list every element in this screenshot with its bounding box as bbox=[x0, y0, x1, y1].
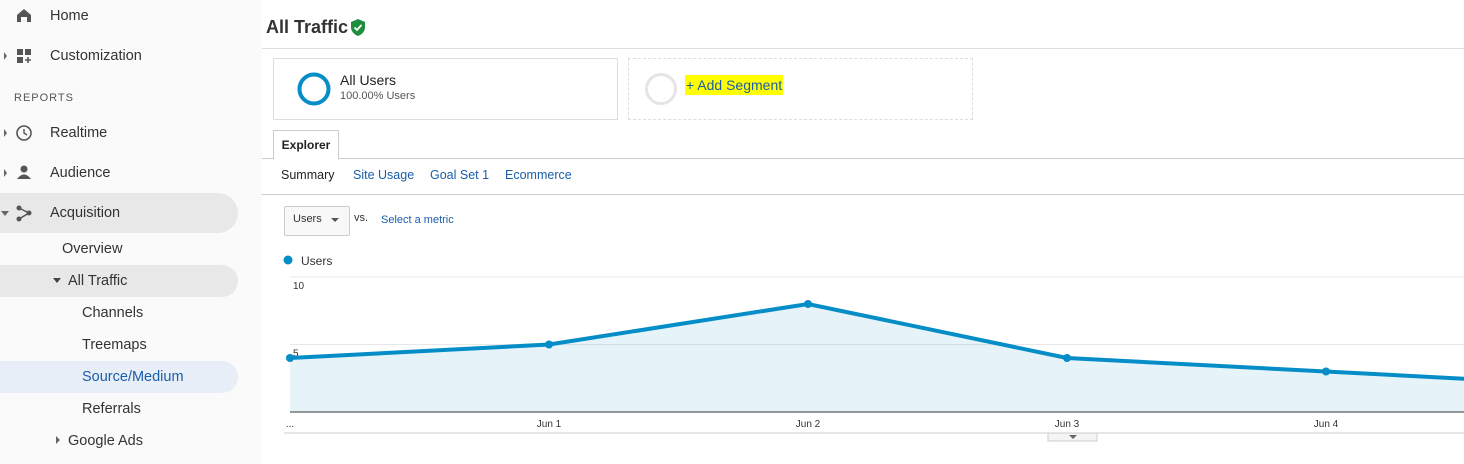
subtab[interactable]: Site Usage bbox=[353, 168, 415, 182]
x-tick-label: Jun 2 bbox=[796, 419, 821, 430]
segment-detail: 100.00% Users bbox=[340, 90, 416, 102]
nav-highlight bbox=[0, 265, 238, 297]
tab[interactable]: Explorer bbox=[273, 130, 339, 160]
divider bbox=[262, 158, 1464, 159]
caret bbox=[1069, 435, 1077, 439]
point bbox=[1063, 354, 1071, 362]
y-tick-label: 10 bbox=[293, 281, 305, 292]
x-tick-label: Jun 4 bbox=[1314, 419, 1339, 430]
metric-dropdown[interactable] bbox=[284, 206, 350, 236]
point bbox=[286, 354, 294, 362]
add-segment[interactable]: + Add Segment bbox=[685, 75, 784, 95]
nav-item[interactable]: Home bbox=[50, 8, 89, 24]
divider bbox=[262, 48, 1464, 49]
x-tick-label: Jun 3 bbox=[1055, 419, 1080, 430]
x-tick-label: ... bbox=[286, 419, 294, 430]
nav-item[interactable]: Realtime bbox=[50, 125, 108, 141]
segment-card[interactable] bbox=[273, 58, 618, 120]
nav-item[interactable]: Overview bbox=[62, 241, 123, 257]
subtab[interactable]: Ecommerce bbox=[505, 168, 572, 182]
nav-item[interactable]: Customization bbox=[50, 48, 142, 64]
chart: 5 10 Users... Jun 1 Jun 2 Jun 3 Jun 4 bbox=[283, 254, 1464, 442]
nav-icons bbox=[1, 9, 32, 222]
nav-item[interactable]: Google Ads bbox=[68, 433, 143, 449]
nav-item[interactable]: Source/Medium bbox=[82, 369, 184, 385]
segment-ring bbox=[645, 73, 677, 105]
nav-item[interactable]: Acquisition bbox=[50, 205, 121, 221]
page-title: All Traffic bbox=[266, 17, 349, 37]
point bbox=[1322, 367, 1330, 376]
nav-item[interactable]: Channels bbox=[82, 305, 144, 321]
area bbox=[290, 304, 1464, 412]
legend-dot bbox=[283, 255, 293, 265]
nav-item[interactable]: Audience bbox=[50, 165, 111, 181]
sidebar: Home Customization REPORTS Realtime Audi… bbox=[0, 0, 262, 464]
line bbox=[289, 301, 1464, 381]
point bbox=[804, 300, 812, 308]
metric-link[interactable]: Select a metric bbox=[381, 214, 454, 226]
segment-name: All Users bbox=[340, 72, 397, 88]
section-label: REPORTS bbox=[14, 92, 74, 104]
caret bbox=[331, 218, 339, 222]
divider bbox=[262, 194, 1464, 195]
legend-label: Users bbox=[301, 254, 332, 268]
nav-item[interactable]: All Traffic bbox=[68, 273, 128, 289]
metric-selected: Users bbox=[293, 213, 322, 225]
x-tick-label: Jun 1 bbox=[537, 419, 562, 430]
segment-ring bbox=[297, 72, 331, 106]
add-segment-card[interactable] bbox=[628, 58, 973, 120]
y-tick-label: 5 bbox=[293, 349, 299, 360]
nav-highlight bbox=[0, 193, 238, 233]
nav-carets bbox=[53, 278, 61, 444]
nav-item[interactable]: Referrals bbox=[82, 401, 141, 417]
nav-highlight bbox=[0, 361, 238, 393]
subtab[interactable]: Goal Set 1 bbox=[430, 168, 490, 182]
subtab[interactable]: Summary bbox=[281, 168, 335, 182]
vs-label: vs. bbox=[354, 212, 369, 224]
nav-item[interactable]: Treemaps bbox=[82, 337, 147, 353]
point bbox=[545, 340, 553, 349]
verified-icon bbox=[351, 19, 365, 36]
